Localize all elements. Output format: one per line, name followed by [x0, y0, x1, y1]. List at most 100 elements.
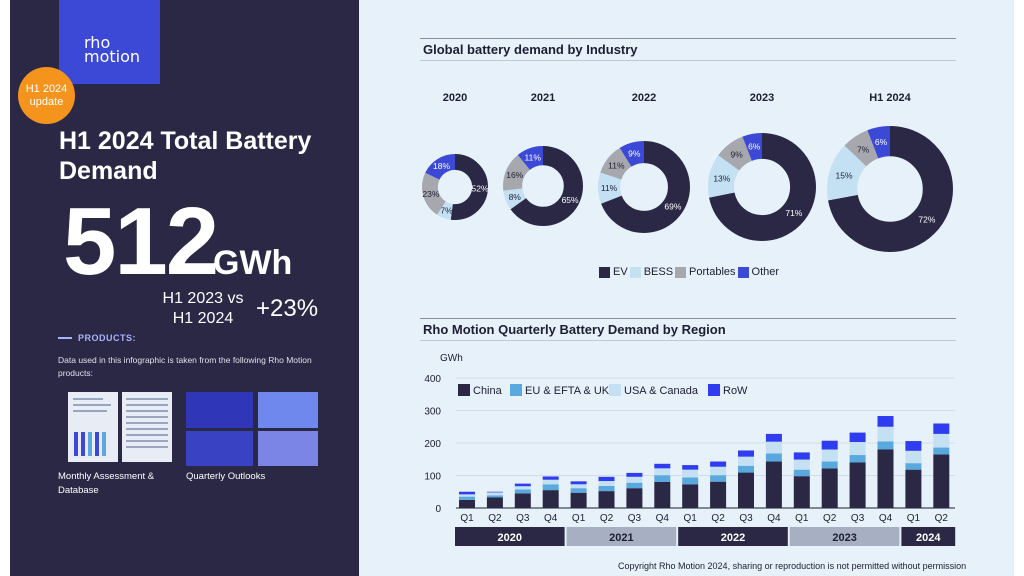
donut-2023: 71% 13% 9% 6% [707, 132, 816, 241]
legend-label: USA & Canada [624, 385, 699, 397]
thumbnail-line [126, 440, 168, 442]
donut-slice-bess [826, 126, 953, 253]
donut-legend: EV BESS Portables Other [599, 266, 781, 278]
bar-chart-title: Rho Motion Quarterly Battery Demand by R… [423, 322, 726, 337]
donut-slice-portables [421, 153, 488, 220]
bar-segment-row [765, 433, 782, 442]
donut-slice-label: 16% [506, 170, 523, 180]
legend-swatch [599, 266, 610, 278]
legend-label: EU & EFTA & UK [525, 385, 610, 397]
bar-segment-row [459, 491, 475, 495]
section-divider [420, 340, 956, 341]
quarterly-outlook-thumbnail [186, 392, 253, 428]
donut-slice-label: 9% [628, 148, 641, 158]
quarterly-outlook-thumbnail [258, 392, 318, 428]
bar-segment-row [486, 491, 503, 493]
bar-segment-china [877, 449, 894, 508]
y-tick-label: 300 [424, 407, 441, 418]
donut-2021: 65% 8% 16%11% [503, 146, 584, 227]
year-band [789, 527, 900, 546]
bar-segment-eu-efta-uk [682, 477, 699, 485]
products-header-text: PRODUCTS: [78, 333, 136, 343]
section-divider [420, 60, 956, 61]
bar-segment-usa-canada [793, 459, 810, 470]
monthly-product-caption: Monthly Assessment & Database [58, 471, 155, 496]
donut-slice-label: 13% [713, 174, 730, 184]
donut-slice-label: 65% [562, 195, 579, 205]
x-tick-label: Q3 [628, 513, 642, 524]
donut-slice-other [826, 126, 953, 253]
bar-segment-china [626, 488, 643, 508]
y-tick-label: 200 [424, 439, 441, 450]
hero-title: H1 2024 Total Battery Demand [59, 127, 312, 185]
x-tick-label: Q1 [684, 513, 698, 524]
bar-segment-china [821, 468, 838, 508]
bar-segment-china [542, 490, 559, 508]
legend-item-ev: EV [599, 266, 628, 278]
x-tick-label: Q3 [739, 513, 753, 524]
donut-slice-label: 6% [748, 142, 761, 152]
bar-segment-usa-canada [459, 494, 475, 497]
donut-slice-label: 72% [918, 215, 935, 225]
bar-segment-usa-canada [765, 441, 782, 454]
x-tick-label: Q4 [656, 513, 670, 524]
thumbnail-line [126, 404, 168, 406]
x-tick-label: Q2 [711, 513, 725, 524]
bar-segment-eu-efta-uk [570, 488, 587, 493]
donut-year-label: 2023 [750, 92, 774, 104]
year-band-label: 2021 [609, 532, 633, 544]
comparison-label: H1 2023 vs H1 2024 [162, 290, 244, 327]
monthly-report-thumbnail [68, 392, 118, 462]
bar-segment-usa-canada [933, 433, 950, 448]
products-description: Data used in this infographic is taken f… [58, 355, 312, 378]
bar-segment-row [514, 483, 531, 487]
legend-swatch [708, 384, 720, 396]
quarterly-outlook-thumbnail [186, 431, 253, 466]
x-tick-label: Q3 [516, 513, 530, 524]
bar-segment-eu-efta-uk [821, 461, 838, 469]
donut-slice-label: 71% [785, 208, 802, 218]
bar-segment-row [570, 481, 587, 485]
donut-slice-label: 52% [472, 184, 489, 194]
bar-segment-row [682, 465, 699, 470]
donut-slice-label: 8% [509, 192, 522, 202]
bar-segment-row [849, 432, 866, 443]
thumbnail-line [126, 428, 168, 430]
x-tick-label: Q1 [572, 513, 586, 524]
year-band-label: 2024 [916, 532, 941, 544]
donut-slice-label: 9% [730, 150, 743, 160]
bar-segment-china [654, 482, 671, 508]
y-axis-unit: GWh [440, 353, 463, 364]
legend-item-portables: Portables [675, 266, 736, 278]
bar-segment-row [738, 450, 754, 457]
legend-label: Portables [689, 266, 736, 278]
donut-year-label: 2022 [632, 92, 656, 104]
year-band [455, 527, 565, 546]
bar-segment-row [598, 476, 615, 482]
x-tick-label: Q4 [879, 513, 893, 524]
year-band-label: 2023 [832, 532, 856, 544]
donut-slice-bess [598, 141, 691, 234]
donut-slice-other [421, 153, 488, 220]
donut-slice-portables [503, 146, 584, 227]
bar-segment-row [933, 423, 950, 434]
x-tick-label: Q1 [795, 513, 809, 524]
bar-segment-eu-efta-uk [765, 453, 782, 462]
y-tick-label: 0 [435, 504, 441, 515]
bar-segment-china [710, 481, 727, 508]
bar-segment-eu-efta-uk [654, 475, 671, 482]
bar-segment-usa-canada [654, 468, 671, 476]
bar-segment-usa-canada [821, 449, 838, 462]
donut-year-label: 2020 [443, 92, 467, 104]
bar-segment-eu-efta-uk [738, 465, 754, 473]
thumbnail-bars-icon [74, 432, 112, 456]
x-tick-label: Q4 [544, 513, 558, 524]
section-divider [420, 318, 956, 319]
bar-segment-row [793, 452, 810, 460]
y-tick-label: 400 [424, 374, 441, 385]
thumbnail-line [126, 410, 168, 412]
legend-item-bess: BESS [629, 266, 673, 278]
donut-slice-other [598, 141, 691, 234]
year-band-label: 2022 [721, 532, 745, 544]
